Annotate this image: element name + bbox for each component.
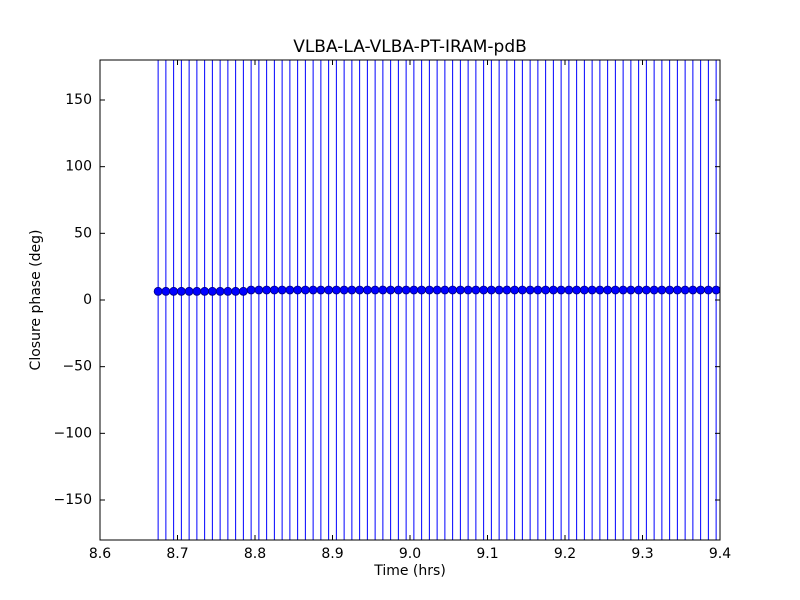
data-point: [223, 286, 233, 296]
data-point: [479, 285, 489, 295]
data-point: [176, 286, 186, 296]
x-tick-label: 9.2: [554, 546, 576, 562]
data-point: [703, 285, 713, 295]
data-point: [324, 285, 334, 295]
data-point: [564, 285, 574, 295]
data-point: [665, 285, 675, 295]
data-point: [641, 285, 651, 295]
data-point: [626, 285, 636, 295]
data-point: [192, 286, 202, 296]
data-point: [339, 285, 349, 295]
data-point: [711, 285, 720, 295]
data-point: [409, 285, 419, 295]
data-point: [548, 285, 558, 295]
data-point: [572, 285, 582, 295]
data-point: [207, 286, 217, 296]
data-point: [471, 285, 481, 295]
y-tick-label: 150: [65, 92, 92, 108]
x-tick-label: 8.8: [244, 546, 266, 562]
data-point: [285, 285, 295, 295]
x-tick-label: 9.1: [476, 546, 498, 562]
data-point: [696, 285, 706, 295]
data-point: [200, 286, 210, 296]
data-point: [370, 285, 380, 295]
data-point: [316, 285, 326, 295]
data-point: [378, 285, 388, 295]
x-tick-label: 9.3: [631, 546, 653, 562]
x-tick-label: 8.6: [89, 546, 111, 562]
data-point: [634, 285, 644, 295]
y-axis-label: Closure phase (deg): [28, 230, 44, 371]
data-point: [533, 285, 543, 295]
x-tick-label: 8.9: [321, 546, 343, 562]
data-point: [486, 285, 496, 295]
data-point: [603, 285, 613, 295]
data-point: [277, 285, 287, 295]
chart-title: VLBA-LA-VLBA-PT-IRAM-pdB: [293, 37, 527, 57]
y-tick-label: −150: [54, 492, 92, 508]
y-tick-label: 50: [74, 225, 92, 241]
data-point: [517, 285, 527, 295]
data-point: [417, 285, 427, 295]
data-point: [440, 285, 450, 295]
data-point: [169, 286, 179, 296]
data-point: [386, 285, 396, 295]
data-point: [262, 285, 272, 295]
data-point: [184, 286, 194, 296]
data-point: [587, 285, 597, 295]
data-point: [362, 285, 372, 295]
data-point: [649, 285, 659, 295]
x-tick-label: 9.4: [709, 546, 731, 562]
data-point: [432, 285, 442, 295]
data-point: [579, 285, 589, 295]
y-tick-label: −100: [54, 425, 92, 441]
data-point: [672, 285, 682, 295]
data-point: [393, 285, 403, 295]
data-point: [355, 285, 365, 295]
data-point: [293, 285, 303, 295]
data-point: [455, 285, 465, 295]
x-axis-label: Time (hrs): [373, 563, 446, 579]
data-point: [494, 285, 504, 295]
data-point: [680, 285, 690, 295]
data-point: [502, 285, 512, 295]
data-point: [424, 285, 434, 295]
data-point: [510, 285, 520, 295]
x-tick-label: 8.7: [166, 546, 188, 562]
data-point: [238, 286, 248, 296]
data-point: [541, 285, 551, 295]
data-point: [610, 285, 620, 295]
data-point: [153, 286, 163, 296]
data-point: [556, 285, 566, 295]
data-point: [231, 286, 241, 296]
data-point: [401, 285, 411, 295]
data-point: [657, 285, 667, 295]
data-point: [525, 285, 535, 295]
data-point: [448, 285, 458, 295]
data-point: [618, 285, 628, 295]
data-point: [347, 285, 357, 295]
y-tick-label: −50: [62, 359, 92, 375]
data-point: [246, 285, 256, 295]
data-point: [331, 285, 341, 295]
x-tick-label: 9.0: [399, 546, 421, 562]
data-point: [463, 285, 473, 295]
data-point: [254, 285, 264, 295]
data-point: [269, 285, 279, 295]
y-tick-label: 0: [83, 292, 92, 308]
data-point: [161, 286, 171, 296]
data-point: [308, 285, 318, 295]
y-tick-label: 100: [65, 159, 92, 175]
data-point: [595, 285, 605, 295]
data-point: [215, 286, 225, 296]
data-point: [688, 285, 698, 295]
data-point: [300, 285, 310, 295]
plot-area: [153, 60, 720, 540]
